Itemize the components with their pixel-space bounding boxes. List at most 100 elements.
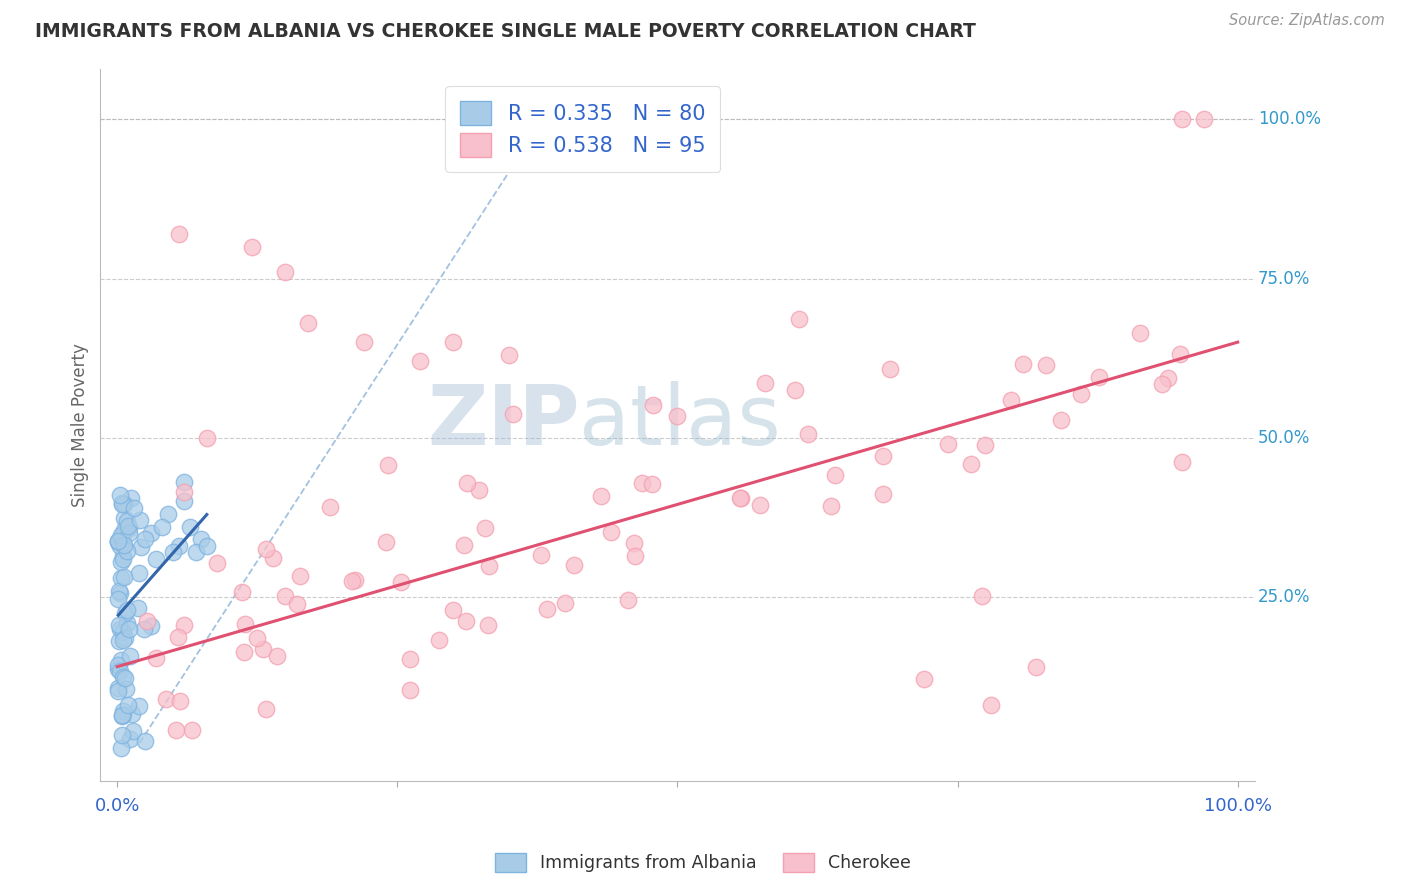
Text: 50.0%: 50.0% [1258, 428, 1310, 447]
Point [139, 526, 162, 541]
Point [112, 549, 135, 563]
Point [389, 574, 412, 589]
Point [167, 227, 190, 241]
Point [117, 622, 139, 636]
Point [399, 682, 422, 697]
Point [912, 673, 935, 687]
Point [169, 694, 191, 708]
Point [118, 731, 141, 746]
Point [181, 723, 204, 738]
Point [285, 597, 308, 611]
Point [162, 545, 184, 559]
Point [233, 617, 256, 632]
Point [115, 514, 138, 528]
Point [155, 692, 177, 706]
Point [108, 583, 131, 598]
Point [107, 592, 129, 607]
Y-axis label: Single Male Poverty: Single Male Poverty [72, 343, 89, 507]
Point [477, 618, 499, 632]
Point [474, 521, 496, 535]
Point [112, 538, 135, 552]
Point [118, 526, 141, 541]
Point [195, 539, 218, 553]
Point [624, 549, 647, 563]
Point [1070, 387, 1092, 401]
Point [498, 348, 520, 362]
Point [117, 603, 139, 617]
Point [297, 316, 319, 330]
Point [456, 614, 478, 628]
Point [240, 240, 263, 254]
Point [231, 584, 253, 599]
Point [117, 518, 139, 533]
Point [120, 649, 142, 664]
Point [617, 593, 640, 607]
Point [107, 657, 129, 672]
Text: 100.0%: 100.0% [1204, 797, 1271, 815]
Point [554, 596, 576, 610]
Point [129, 540, 152, 554]
Point [111, 704, 134, 718]
Point [959, 458, 981, 472]
Point [643, 398, 665, 412]
Point [728, 491, 751, 506]
Point [122, 724, 145, 739]
Point [530, 549, 553, 563]
Point [127, 601, 149, 615]
Legend: R = 0.335   N = 80, R = 0.538   N = 95: R = 0.335 N = 80, R = 0.538 N = 95 [446, 86, 720, 171]
Point [167, 539, 190, 553]
Point [108, 586, 131, 600]
Point [115, 544, 138, 558]
Point [456, 475, 478, 490]
Point [599, 524, 621, 539]
Point [115, 682, 138, 697]
Point [112, 708, 135, 723]
Point [128, 566, 150, 581]
Point [114, 671, 136, 685]
Point [1170, 112, 1192, 127]
Point [111, 625, 134, 640]
Point [205, 556, 228, 570]
Point [145, 551, 167, 566]
Point [970, 589, 993, 603]
Point [110, 740, 132, 755]
Point [134, 733, 156, 747]
Point [108, 622, 131, 636]
Point [108, 664, 131, 678]
Point [111, 707, 134, 722]
Point [173, 617, 195, 632]
Point [1000, 392, 1022, 407]
Point [136, 614, 159, 628]
Point [562, 558, 585, 572]
Point [340, 574, 363, 588]
Point [120, 491, 142, 505]
Point [453, 538, 475, 552]
Point [190, 533, 212, 547]
Point [107, 533, 129, 548]
Point [110, 653, 132, 667]
Point [1192, 112, 1215, 127]
Point [114, 606, 136, 620]
Point [623, 535, 645, 549]
Point [353, 335, 375, 350]
Point [427, 633, 450, 648]
Point [1170, 346, 1192, 360]
Legend: Immigrants from Albania, Cherokee: Immigrants from Albania, Cherokee [488, 846, 918, 879]
Text: 0.0%: 0.0% [94, 797, 139, 815]
Point [107, 681, 129, 695]
Text: Source: ZipAtlas.com: Source: ZipAtlas.com [1229, 13, 1385, 29]
Point [1129, 326, 1152, 341]
Point [797, 426, 820, 441]
Point [107, 534, 129, 549]
Text: 25.0%: 25.0% [1258, 588, 1310, 606]
Point [1025, 659, 1047, 673]
Point [167, 630, 190, 644]
Point [1152, 376, 1174, 391]
Point [122, 500, 145, 515]
Point [173, 494, 195, 508]
Point [262, 551, 284, 566]
Point [591, 489, 613, 503]
Point [274, 589, 297, 603]
Point [179, 519, 201, 533]
Point [343, 573, 366, 587]
